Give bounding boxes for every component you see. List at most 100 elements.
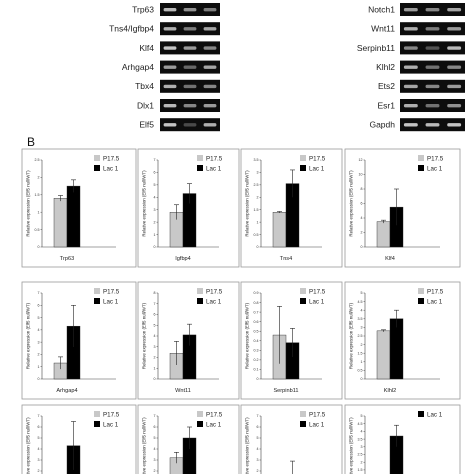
y-tick-label: 3 xyxy=(38,458,40,462)
y-tick-label: 6 xyxy=(257,425,259,429)
panel-label-b: B xyxy=(27,135,35,149)
legend-swatch-p17-5 xyxy=(94,155,100,161)
y-tick-label: 1.5 xyxy=(254,208,259,212)
legend-swatch-lac-1 xyxy=(197,165,203,171)
y-tick-label: 2 xyxy=(257,195,259,199)
gel-row-trp63: Trp63 xyxy=(132,3,220,16)
gel-strip xyxy=(160,60,220,74)
gel-band xyxy=(425,27,440,31)
bar-p17-5 xyxy=(376,330,391,380)
y-tick-label: 2 xyxy=(154,469,156,473)
y-tick-label: 4.5 xyxy=(358,300,363,304)
y-tick-label: 1 xyxy=(38,365,40,369)
y-tick-label: 4 xyxy=(361,216,363,220)
gel-band xyxy=(203,27,217,31)
legend-swatch-p17-5 xyxy=(94,411,100,417)
y-axis-label: Relative expression (Elf5 null/WT) xyxy=(26,170,31,237)
y-tick-label: 1.5 xyxy=(358,468,363,472)
y-tick-label: 3 xyxy=(154,345,156,349)
gel-band xyxy=(203,46,217,50)
gel-row-serpinb11: Serpinb11 xyxy=(357,41,465,55)
y-tick-label: 3.5 xyxy=(358,317,363,321)
legend-swatch-lac-1 xyxy=(418,165,424,171)
bar-lac-1 xyxy=(66,185,81,248)
gel-row-dlx1: Dlx1 xyxy=(137,99,220,112)
gel-label-gapdh: Gapdh xyxy=(369,120,395,130)
y-tick-label: 1.5 xyxy=(35,193,40,197)
y-tick-label: 7 xyxy=(257,414,259,418)
y-axis-label: Relative expression (Elf5 null/WT) xyxy=(26,417,31,474)
legend-swatch-p17-5 xyxy=(300,155,306,161)
y-tick-label: 2 xyxy=(361,343,363,347)
legend-label-p17-5: P17.5 xyxy=(206,288,223,295)
y-tick-label: 5 xyxy=(361,291,363,295)
gel-band xyxy=(403,7,418,12)
legend-swatch-lac-1 xyxy=(300,165,306,171)
gel-band xyxy=(203,84,217,89)
legend-label-lac-1: Lac 1 xyxy=(103,165,119,172)
y-tick-label: 5 xyxy=(154,323,156,327)
y-tick-label: 5 xyxy=(154,183,156,187)
y-tick-label: 4 xyxy=(38,447,40,451)
chart-bottom-2: Relative expression (Elf5 null/WT)123456… xyxy=(137,404,240,474)
bar-lac-1 xyxy=(389,318,404,380)
chart-grid: Relative expression (Elf5 null/WT) 0 0.5 1 1… xyxy=(21,148,461,474)
gel-row-elf5: Elf5 xyxy=(139,118,220,132)
y-tick-label: 2 xyxy=(38,469,40,473)
y-tick-label: 5 xyxy=(38,316,40,320)
y-tick-label: 0.5 xyxy=(358,369,363,373)
gel-row-klf4: Klf4 xyxy=(139,41,220,55)
y-tick-label: 0.6 xyxy=(254,320,259,324)
bar-p17-5 xyxy=(272,211,287,248)
x-axis-label: Igfbp4 xyxy=(175,256,191,262)
legend-swatch-lac-1 xyxy=(94,165,100,171)
chart-igfbp4: Relative expression (Elf5 null/WT) 0 1 2 3 4 5… xyxy=(137,148,240,268)
gel-band xyxy=(425,65,440,69)
y-tick-label: 0 xyxy=(154,245,156,249)
y-tick-label: 1 xyxy=(154,233,156,237)
legend-swatch-p17-5 xyxy=(197,411,203,417)
y-tick-label: 4 xyxy=(38,328,40,332)
y-tick-label: 1 xyxy=(154,366,156,370)
y-tick-label: 1 xyxy=(38,210,40,214)
legend-label-lac-1: Lac 1 xyxy=(427,165,443,172)
y-tick-label: 6 xyxy=(361,202,363,206)
y-tick-label: 3 xyxy=(361,326,363,330)
legend-swatch-lac-1 xyxy=(418,298,424,304)
gel-band xyxy=(203,123,217,127)
y-axis-label: Relative expression (Elf5 null/WT) xyxy=(142,170,147,237)
gel-row-tns4-igfbp4: Tns4/Igfbp4 xyxy=(109,22,220,36)
gel-band xyxy=(425,103,440,108)
y-tick-label: 7 xyxy=(154,158,156,162)
chart-frame xyxy=(240,404,343,474)
gel-strip xyxy=(160,118,220,132)
legend-label-lac-1: Lac 1 xyxy=(103,298,119,305)
y-axis-label: Relative expression (Elf5 null/WT) xyxy=(245,302,250,369)
y-tick-label: 3 xyxy=(38,340,40,344)
y-tick-label: 3 xyxy=(257,171,259,175)
gel-band xyxy=(183,84,197,89)
legend-label-lac-1: Lac 1 xyxy=(427,411,443,418)
y-tick-label: 4 xyxy=(154,195,156,199)
gel-band xyxy=(403,123,418,127)
legend-label-p17-5: P17.5 xyxy=(103,411,120,418)
gel-label-tbx4: Tbx4 xyxy=(135,81,154,91)
legend-label-p17-5: P17.5 xyxy=(309,411,326,418)
y-tick-label: 4 xyxy=(154,447,156,451)
y-tick-label: 0.9 xyxy=(254,291,259,295)
gel-band xyxy=(183,27,197,31)
x-axis-label: Arhgap4 xyxy=(56,388,77,394)
gel-band xyxy=(447,27,462,31)
gel-band xyxy=(183,103,197,108)
legend-swatch-lac-1 xyxy=(94,421,100,427)
y-tick-label: 0 xyxy=(154,377,156,381)
y-tick-label: 2 xyxy=(361,231,363,235)
y-tick-label: 6 xyxy=(38,425,40,429)
gel-band xyxy=(163,84,177,89)
gel-label-esr1: Esr1 xyxy=(378,100,396,110)
gel-band xyxy=(425,7,440,12)
legend-swatch-p17-5 xyxy=(300,288,306,294)
gel-row-gapdh: Gapdh xyxy=(369,118,465,132)
y-axis-label: Relative expression (Elf5 null/WT) xyxy=(349,170,354,237)
